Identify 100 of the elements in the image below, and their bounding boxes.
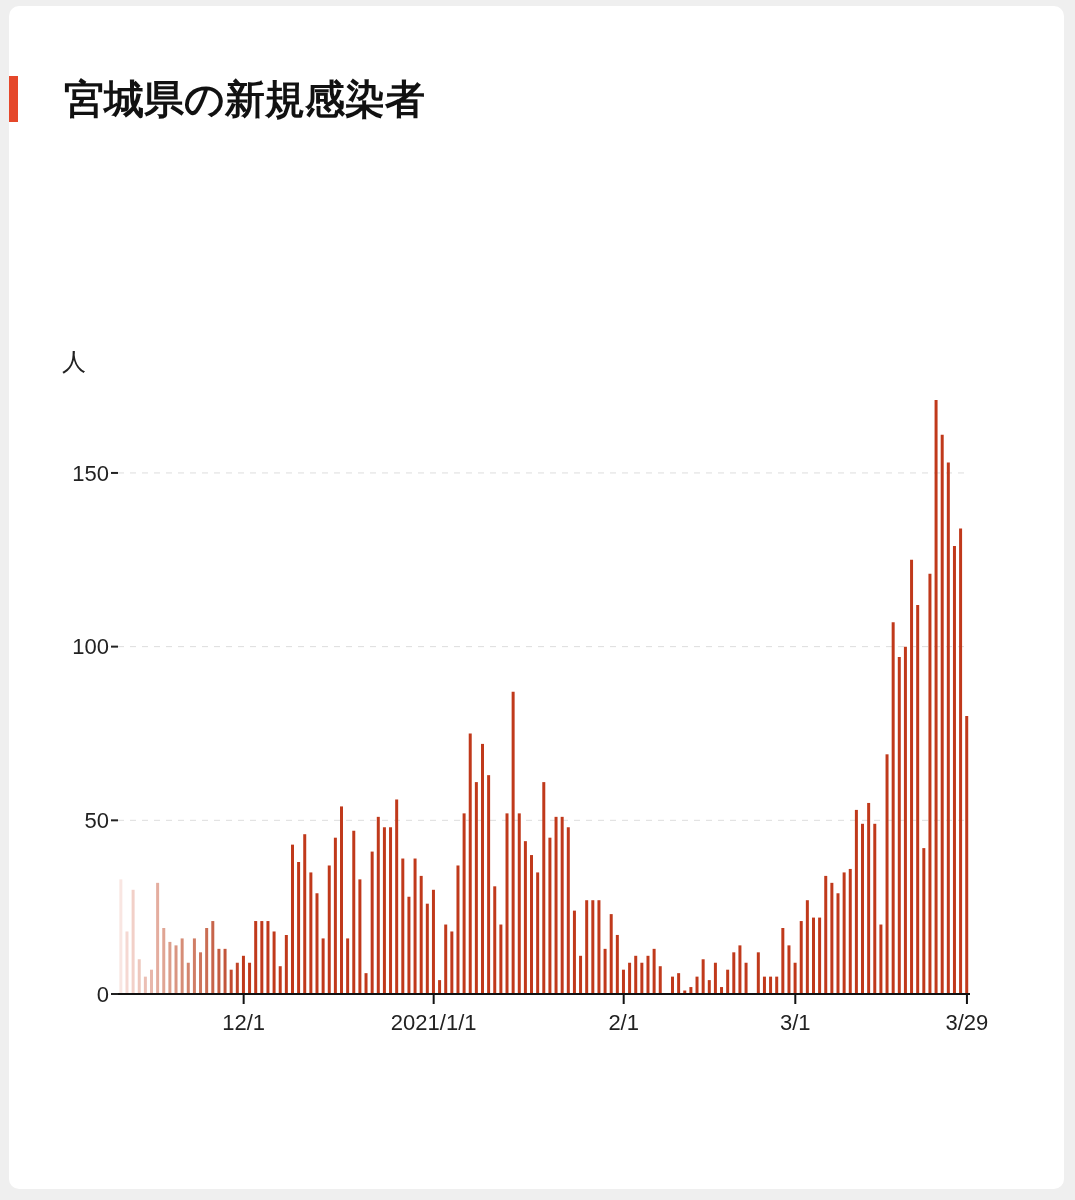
bar (425, 903, 429, 994)
bar (867, 802, 871, 994)
bar (756, 952, 760, 994)
bar (260, 921, 264, 994)
bar (272, 931, 276, 994)
bar (444, 924, 448, 994)
bar (505, 813, 509, 994)
bar (701, 959, 705, 994)
bar (487, 775, 491, 994)
bar (621, 969, 625, 994)
bar (419, 875, 423, 994)
bar (591, 900, 595, 994)
bar (597, 900, 601, 994)
bar (744, 962, 748, 994)
bar (646, 955, 650, 994)
bar (854, 809, 858, 994)
chart-title: 宮城県の新規感染者 (64, 76, 425, 123)
bar (952, 545, 956, 994)
bar (738, 945, 742, 994)
bar (830, 882, 834, 994)
bar (235, 962, 239, 994)
bar (897, 657, 901, 994)
bar (548, 837, 552, 994)
bar (131, 889, 135, 994)
bar (199, 952, 203, 994)
bar (769, 976, 773, 994)
bar (125, 931, 129, 994)
bar (327, 865, 331, 994)
bar (671, 976, 674, 994)
bar (793, 962, 797, 994)
bar (560, 816, 564, 994)
bar (217, 948, 221, 994)
bar (248, 962, 252, 994)
bar (358, 879, 362, 994)
bar (407, 896, 411, 994)
bar (480, 743, 484, 994)
bar (842, 872, 846, 994)
bar (431, 889, 435, 994)
y-axis-title: 人 (62, 347, 86, 377)
bar (456, 865, 460, 994)
bar (677, 973, 681, 994)
bar (254, 921, 258, 994)
bar (297, 862, 301, 994)
bar (523, 841, 527, 994)
bar (137, 959, 141, 994)
bar (180, 938, 184, 994)
bar (799, 921, 803, 994)
bar (879, 924, 883, 994)
bar (530, 855, 534, 994)
bar (290, 844, 294, 994)
y-tick-label: 100 (72, 634, 109, 660)
bar (609, 914, 613, 994)
bar (732, 952, 736, 994)
bar (695, 976, 699, 994)
bar (168, 941, 172, 994)
bar (211, 921, 215, 994)
bar (156, 882, 160, 994)
y-tick-label: 0 (96, 981, 109, 1007)
bar (315, 893, 319, 994)
bar (474, 782, 478, 994)
bar (554, 816, 558, 994)
bar (640, 962, 644, 994)
bar (566, 827, 570, 994)
bar (836, 893, 840, 994)
bar (713, 962, 717, 994)
bar (462, 813, 466, 994)
bar (438, 980, 442, 994)
bar (278, 966, 282, 994)
bar (891, 622, 895, 994)
bar (346, 938, 350, 994)
bar (517, 813, 521, 994)
y-tick-label: 150 (72, 460, 109, 486)
bar (885, 754, 889, 994)
bar (848, 868, 852, 994)
bar (603, 948, 607, 994)
bar (572, 910, 576, 994)
bar (352, 830, 356, 994)
bar (511, 691, 515, 994)
bar (186, 962, 190, 994)
bar (493, 886, 497, 994)
bar (940, 434, 944, 994)
bar (284, 934, 288, 994)
bar (615, 934, 619, 994)
bar (143, 976, 147, 994)
bar (652, 948, 656, 994)
bar (192, 938, 196, 994)
bar (585, 900, 589, 994)
bar (910, 559, 914, 994)
bar (658, 966, 662, 994)
bar (811, 917, 815, 994)
bar (959, 528, 963, 994)
bar (370, 851, 374, 994)
bar (321, 938, 325, 994)
bar (389, 827, 393, 994)
bar (775, 976, 779, 994)
bar (634, 955, 638, 994)
bar (903, 646, 907, 994)
bar (401, 858, 405, 994)
bar (818, 917, 822, 994)
y-tick-label: 50 (84, 808, 109, 834)
